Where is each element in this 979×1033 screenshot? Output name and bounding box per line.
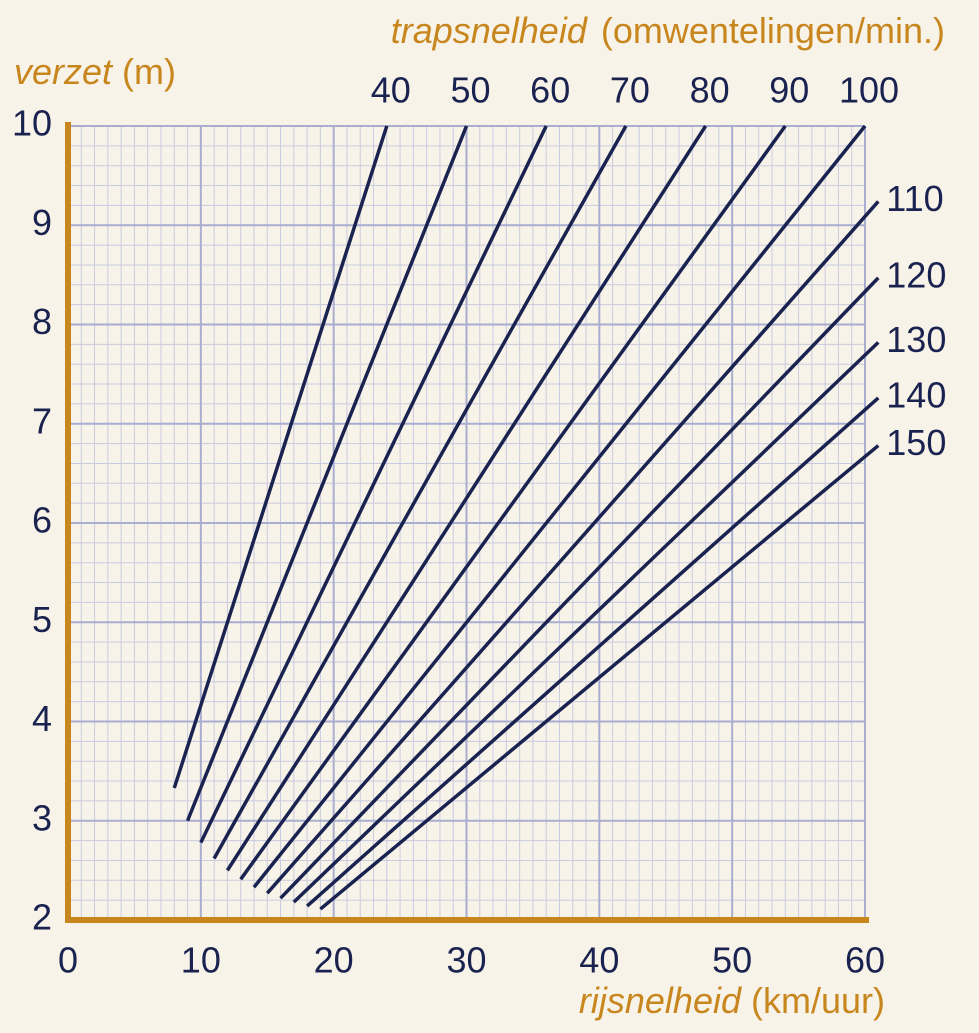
- series-line: [225, 125, 708, 872]
- legend-title: trapsnelheid (omwentelingen/min.): [391, 10, 945, 51]
- series-label: 150: [886, 422, 946, 463]
- y-tick-label: 9: [32, 202, 52, 243]
- series-label: 80: [690, 70, 730, 111]
- series-label: 100: [839, 70, 899, 111]
- series-line: [199, 125, 548, 844]
- series-label: 40: [371, 70, 411, 111]
- x-tick-label: 40: [579, 940, 619, 981]
- x-axis-label: rijsnelheid (km/uur): [579, 980, 885, 1021]
- series-line: [305, 396, 880, 908]
- legend-title-name: trapsnelheid: [391, 10, 588, 51]
- legend-title-unit: (omwentelingen/min.): [601, 10, 945, 51]
- y-tick-label: 4: [32, 698, 52, 739]
- series-label: 60: [530, 70, 570, 111]
- x-tick-label: 0: [58, 940, 78, 981]
- series-line: [239, 124, 787, 881]
- y-tick-label: 3: [32, 797, 52, 838]
- series-line: [252, 124, 867, 889]
- x-tick-label: 50: [712, 940, 752, 981]
- series-line: [212, 125, 628, 860]
- series-label: 120: [886, 254, 946, 295]
- y-tick-label: 8: [32, 301, 52, 342]
- x-tick-label: 20: [314, 940, 354, 981]
- series-line: [172, 125, 389, 789]
- y-tick-label: 6: [32, 500, 52, 541]
- x-tick-label: 30: [446, 940, 486, 981]
- series-label: 90: [769, 70, 809, 111]
- y-tick-label: 7: [32, 400, 52, 441]
- y-label-unit: (m): [122, 51, 176, 92]
- y-tick-label: 2: [32, 897, 52, 938]
- series-label: 130: [886, 319, 946, 360]
- y-axis-label: verzet (m): [14, 51, 176, 92]
- series-line: [319, 444, 880, 911]
- y-tick-label: 5: [32, 599, 52, 640]
- series-line: [185, 125, 469, 822]
- x-tick-label: 10: [181, 940, 221, 981]
- series-line: [265, 200, 880, 895]
- series-line: [292, 341, 880, 904]
- series-label: 110: [886, 178, 943, 219]
- x-tick-label: 60: [845, 940, 885, 981]
- series-label: 50: [450, 70, 490, 111]
- series-label: 70: [610, 70, 650, 111]
- series-line: [279, 276, 880, 900]
- y-label-name: verzet: [14, 51, 114, 92]
- y-tick-label: 10: [12, 103, 52, 144]
- x-label-name: rijsnelheid: [579, 980, 742, 1021]
- x-label-unit: (km/uur): [751, 980, 885, 1021]
- series-label: 140: [886, 374, 946, 415]
